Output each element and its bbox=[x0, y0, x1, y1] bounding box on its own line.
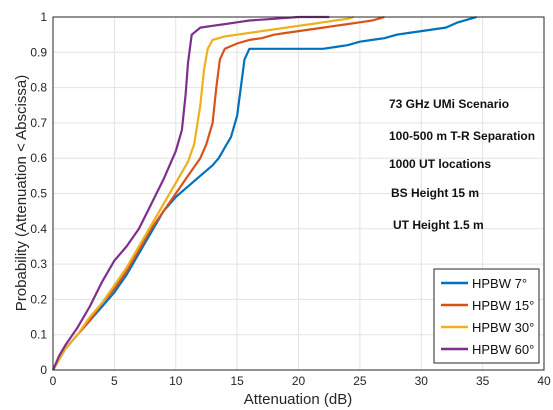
y-axis-label: Probability (Attenuation < Abscissa) bbox=[13, 75, 30, 311]
y-tick-label: 0.8 bbox=[30, 81, 47, 95]
x-tick-label: 35 bbox=[476, 374, 490, 388]
legend-label-2: HPBW 15° bbox=[472, 298, 534, 313]
x-tick-label: 25 bbox=[353, 374, 367, 388]
y-tick-label: 0.6 bbox=[30, 151, 47, 165]
x-axis-label: Attenuation (dB) bbox=[244, 391, 352, 408]
series-line-1 bbox=[52, 15, 477, 371]
annotation-block: 73 GHz UMi Scenario 100-500 m T-R Separa… bbox=[389, 97, 535, 232]
annotation-scenario: 73 GHz UMi Scenario bbox=[389, 97, 509, 111]
legend-box bbox=[433, 268, 540, 364]
plot-frame bbox=[52, 16, 545, 371]
y-tick-label: 0.5 bbox=[30, 187, 47, 201]
series-line-4 bbox=[51, 15, 330, 371]
x-tick-label: 15 bbox=[230, 374, 244, 388]
x-tick-label: 10 bbox=[169, 374, 183, 388]
y-tick-label: 0.2 bbox=[30, 292, 47, 306]
x-tick-label: 20 bbox=[292, 374, 306, 388]
annotation-bs-height: BS Height 15 m bbox=[391, 186, 479, 200]
series-layer bbox=[51, 15, 477, 371]
y-tick-label: 0 bbox=[40, 363, 47, 377]
y-tick-label: 0.4 bbox=[30, 222, 47, 236]
annotation-locations: 1000 UT locations bbox=[389, 157, 491, 171]
x-tick-label: 40 bbox=[537, 374, 551, 388]
legend-label-4: HPBW 60° bbox=[472, 342, 534, 357]
y-tick-label: 0.1 bbox=[30, 328, 47, 342]
y-tick-labels: 0 0.1 0.2 0.3 0.4 0.5 0.6 0.7 0.8 0.9 1 bbox=[30, 10, 47, 377]
legend-label-1: HPBW 7° bbox=[472, 276, 527, 291]
y-tick-label: 1 bbox=[40, 10, 47, 24]
annotation-ut-height: UT Height 1.5 m bbox=[393, 218, 484, 232]
legend-label-3: HPBW 30° bbox=[472, 320, 534, 335]
x-tick-label: 0 bbox=[50, 374, 57, 388]
x-tick-labels: 0 5 10 15 20 25 30 35 40 bbox=[50, 374, 551, 388]
y-tick-label: 0.9 bbox=[30, 45, 47, 59]
series-line-3 bbox=[52, 15, 355, 371]
x-tick-label: 5 bbox=[111, 374, 118, 388]
legend-items: HPBW 7° HPBW 15° HPBW 30° HPBW 60° bbox=[441, 276, 534, 357]
y-tick-label: 0.7 bbox=[30, 116, 47, 130]
legend: HPBW 7° HPBW 15° HPBW 30° HPBW 60° bbox=[433, 268, 540, 364]
y-tick-label: 0.3 bbox=[30, 257, 47, 271]
x-tick-label: 30 bbox=[415, 374, 429, 388]
annotation-separation: 100-500 m T-R Separation bbox=[389, 129, 535, 143]
